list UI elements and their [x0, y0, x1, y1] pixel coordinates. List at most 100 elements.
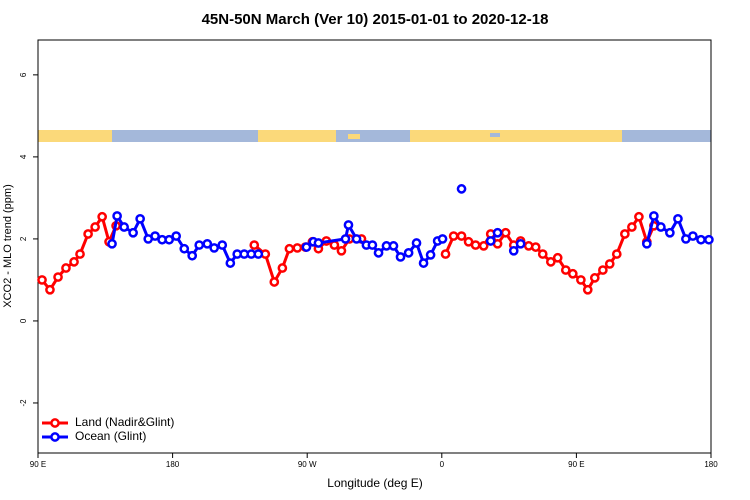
data-point: [301, 242, 312, 252]
data-point: [665, 227, 675, 238]
data-point: [673, 213, 683, 224]
data-point: [128, 227, 138, 238]
data-point: [485, 236, 496, 246]
y-tick-label: 6: [19, 72, 28, 77]
legend-marker: [50, 432, 60, 442]
data-point: [61, 263, 71, 273]
data-point: [403, 248, 414, 258]
data-point: [97, 211, 108, 222]
data-point: [119, 222, 129, 232]
data-point: [249, 240, 260, 250]
data-point: [388, 241, 399, 251]
data-point: [448, 231, 459, 241]
x-tick-label: 90 E: [568, 460, 584, 469]
data-point: [217, 240, 228, 250]
x-axis-label: Longitude (deg E): [327, 476, 422, 490]
x-tick-label: 90 W: [298, 460, 317, 469]
data-point: [75, 249, 85, 259]
chart-title: 45N-50N March (Ver 10) 2015-01-01 to 202…: [202, 11, 549, 28]
data-point: [150, 231, 160, 241]
data-point: [627, 222, 637, 232]
data-point: [164, 234, 175, 245]
data-point: [656, 222, 666, 232]
data-point: [209, 243, 220, 253]
data-point: [83, 229, 93, 239]
data-point: [340, 234, 351, 244]
data-point: [704, 234, 714, 245]
data-point: [456, 231, 467, 241]
data-point: [53, 272, 63, 282]
data-point: [604, 259, 615, 269]
data-point: [37, 275, 47, 285]
data-point: [437, 234, 448, 244]
data-point: [696, 234, 706, 245]
data-point: [292, 243, 303, 253]
x-tick-label: 90 E: [30, 460, 46, 469]
y-tick-label: 2: [19, 236, 28, 241]
data-point: [530, 242, 541, 252]
legend-label: Ocean (Glint): [75, 429, 146, 443]
data-point: [411, 238, 422, 248]
data-point: [135, 213, 145, 224]
data-point: [567, 268, 578, 279]
data-point: [202, 238, 213, 249]
data-point: [171, 231, 182, 241]
data-point: [373, 248, 384, 258]
legend: Land (Nadir&Glint)Ocean (Glint): [42, 415, 174, 443]
data-point: [343, 220, 354, 230]
data-point: [351, 234, 362, 244]
data-point: [284, 243, 295, 254]
data-point: [634, 211, 644, 222]
x-tick-label: 180: [704, 460, 718, 469]
y-axis-label: XCO2 - MLO trend (ppm): [2, 184, 14, 307]
x-tick-label: 180: [166, 460, 180, 469]
legend-label: Land (Nadir&Glint): [75, 415, 174, 429]
data-point: [500, 227, 511, 238]
data-point: [225, 258, 236, 268]
data-point: [598, 265, 608, 275]
data-point: [112, 211, 122, 221]
series-line: [444, 213, 656, 293]
data-point: [179, 243, 190, 254]
data-point: [367, 240, 378, 250]
data-point: [470, 240, 481, 250]
data-point: [576, 275, 586, 285]
data-point: [425, 250, 436, 260]
data-point: [440, 249, 451, 259]
data-point: [478, 241, 489, 251]
data-point: [107, 238, 117, 249]
data-point: [560, 265, 571, 275]
data-point: [194, 240, 205, 250]
data-point: [418, 258, 429, 268]
data-point: [508, 245, 519, 256]
data-point: [313, 238, 324, 248]
data-point: [395, 252, 406, 262]
data-point: [582, 284, 593, 295]
data-point: [269, 277, 280, 287]
data-point: [329, 240, 340, 250]
data-point: [589, 273, 600, 283]
map-strip: [38, 130, 711, 142]
data-point: [45, 284, 55, 295]
y-tick-label: 4: [19, 154, 28, 159]
data-point: [545, 257, 556, 267]
data-point: [456, 184, 467, 194]
data-point: [620, 229, 630, 239]
data-point: [641, 238, 652, 249]
data-point: [492, 227, 503, 238]
data-point: [336, 245, 347, 256]
data-point: [69, 257, 79, 267]
data-point: [649, 211, 659, 221]
data-point: [537, 249, 548, 259]
data-point: [90, 222, 100, 232]
data-point: [277, 263, 288, 273]
y-tick-label: 0: [19, 318, 28, 323]
data-point: [688, 231, 698, 241]
data-point: [253, 249, 264, 259]
legend-marker: [50, 418, 60, 428]
plot-frame: [37, 39, 712, 454]
data-point: [187, 250, 198, 261]
x-tick-label: 0: [440, 460, 445, 469]
data-point: [515, 238, 526, 249]
